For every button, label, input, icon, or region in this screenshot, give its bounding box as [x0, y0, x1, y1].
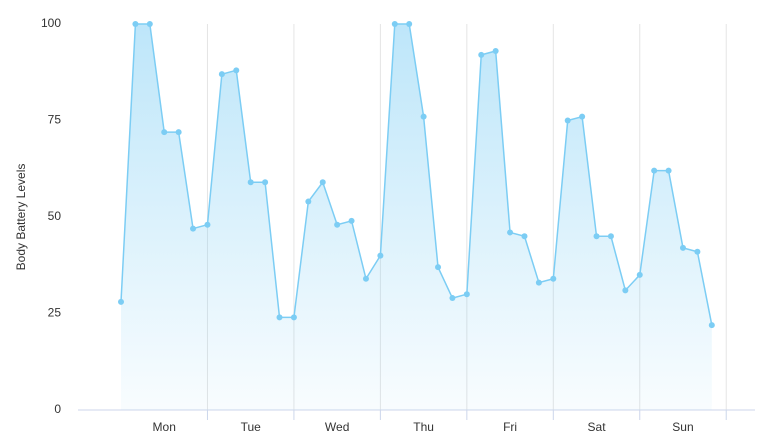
data-point: [607, 233, 614, 240]
data-point: [679, 244, 686, 251]
data-point: [550, 275, 557, 282]
y-tick-label: 25: [48, 306, 62, 320]
data-point: [564, 117, 571, 124]
y-tick-label: 75: [48, 113, 62, 127]
data-point: [478, 51, 485, 58]
y-axis-title: Body Battery Levels: [14, 164, 28, 271]
data-point: [146, 21, 153, 27]
data-point: [406, 21, 413, 27]
y-tick-label: 0: [54, 402, 61, 416]
data-point: [708, 322, 715, 329]
data-point: [492, 48, 499, 55]
data-point: [362, 275, 369, 282]
data-point: [694, 248, 701, 255]
data-point: [449, 295, 456, 302]
data-point: [319, 179, 326, 186]
data-point: [132, 21, 139, 27]
data-point: [334, 221, 341, 228]
data-point: [233, 67, 240, 74]
data-point: [348, 217, 355, 224]
data-point: [507, 229, 514, 236]
data-point: [262, 179, 269, 186]
x-tick-label: Tue: [241, 420, 262, 434]
data-point: [276, 314, 283, 321]
data-point: [204, 221, 211, 228]
data-point: [377, 252, 384, 259]
data-point: [391, 21, 398, 27]
area-line: [120, 23, 713, 326]
data-point: [651, 167, 658, 174]
x-tick-label: Sun: [672, 420, 693, 434]
x-tick-label: Mon: [153, 420, 176, 434]
data-point: [161, 129, 168, 136]
data-point: [435, 264, 442, 271]
data-point: [579, 113, 586, 120]
data-point: [190, 225, 197, 232]
data-point: [636, 271, 643, 278]
data-point: [521, 233, 528, 240]
y-tick-label: 50: [48, 209, 62, 223]
data-point: [622, 287, 629, 294]
x-tick-label: Fri: [503, 420, 517, 434]
data-point: [118, 298, 124, 305]
data-point: [218, 71, 225, 78]
y-tick-label: 100: [41, 16, 61, 30]
data-point: [290, 314, 297, 321]
x-tick-label: Sat: [588, 420, 607, 434]
data-point: [535, 279, 542, 286]
data-point: [665, 167, 672, 174]
data-point: [247, 179, 254, 186]
data-point: [463, 291, 470, 298]
x-tick-label: Thu: [413, 420, 434, 434]
data-point: [175, 129, 182, 136]
data-point: [305, 198, 312, 205]
data-point: [593, 233, 600, 240]
area-fill: [121, 24, 712, 410]
x-tick-label: Wed: [325, 420, 349, 434]
data-point: [420, 113, 427, 120]
